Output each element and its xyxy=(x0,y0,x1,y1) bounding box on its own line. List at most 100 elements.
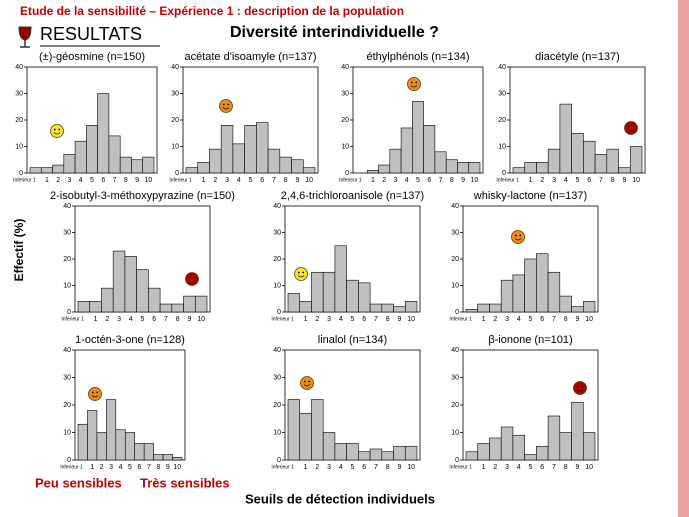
x-tick-label: 2 xyxy=(100,464,104,471)
smiley-eye xyxy=(188,276,191,279)
x-tick-label: 3 xyxy=(327,464,331,471)
bar xyxy=(512,274,525,313)
bar xyxy=(489,437,502,461)
bar xyxy=(434,151,447,174)
chart: 1-octén-3-one (n=128) 0 10 20 30 40 Inferieur … xyxy=(60,334,186,471)
bar xyxy=(500,426,514,461)
x-tick-label: 3 xyxy=(505,316,509,323)
x-tick-label: 9 xyxy=(397,464,401,471)
y-tick-label: 10 xyxy=(171,143,179,150)
bar xyxy=(559,295,572,313)
smiley-mouth xyxy=(53,132,61,135)
bar xyxy=(74,140,87,174)
chart: (±)-géosmine (n=150) 0 10 20 30 40 Inferieur 1… xyxy=(13,51,158,184)
x-tick-label: 1 xyxy=(482,464,486,471)
bar xyxy=(400,127,413,174)
y-tick-label: 20 xyxy=(63,256,71,263)
x-tick-label: 9 xyxy=(461,177,465,184)
x-tick-label: 10 xyxy=(197,316,205,323)
x-tick-label: 10 xyxy=(470,177,478,184)
x-tick-label: 8 xyxy=(450,177,454,184)
x-tick-label: 5 xyxy=(529,464,533,471)
y-tick-label: 30 xyxy=(273,374,281,381)
bar xyxy=(524,454,537,461)
bar xyxy=(381,303,394,313)
y-tick-label: 40 xyxy=(63,347,71,354)
bar xyxy=(512,434,525,461)
x-tick-label: 3 xyxy=(505,464,509,471)
x-tick-label: 4 xyxy=(79,177,83,184)
x-tick-label: 9 xyxy=(575,316,579,323)
y-axis-label: Effectif (%) xyxy=(12,219,26,282)
bar xyxy=(536,253,549,313)
bar xyxy=(393,306,406,313)
bar xyxy=(162,454,173,461)
bar xyxy=(171,303,184,313)
y-tick-label: 30 xyxy=(63,229,71,236)
x-tick-label: 6 xyxy=(540,464,544,471)
y-tick-label: 0 xyxy=(277,309,281,316)
y-tick-label: 20 xyxy=(273,402,281,409)
y-tick-label: 20 xyxy=(498,117,506,124)
x-tick-label: Inferieur 1 xyxy=(13,177,36,183)
x-tick-label: 1 xyxy=(304,316,308,323)
x-tick-label: 4 xyxy=(119,464,123,471)
bar xyxy=(559,103,572,174)
bar xyxy=(334,245,347,313)
smiley-mouth xyxy=(188,280,196,283)
bar xyxy=(115,429,126,461)
bar xyxy=(153,454,164,461)
smiley-mouth xyxy=(514,238,522,241)
bar xyxy=(112,250,126,313)
smiley-eye xyxy=(58,128,61,131)
x-tick-label: 8 xyxy=(284,177,288,184)
x-tick-label: 1 xyxy=(482,316,486,323)
bar xyxy=(512,167,526,174)
x-tick-label: 9 xyxy=(575,464,579,471)
x-tick-label: 4 xyxy=(517,316,521,323)
y-tick-label: 20 xyxy=(341,117,349,124)
x-tick-label: 4 xyxy=(339,316,343,323)
smiley-mouth xyxy=(91,395,99,398)
bar xyxy=(124,432,136,461)
smiley-eye xyxy=(96,391,99,394)
x-tick-label: Inferieur 1 xyxy=(271,316,294,322)
chart: whisky-lactone (n=137) 0 10 20 30 40 Inferieur… xyxy=(449,190,599,323)
x-tick-label: Inferieur 1 xyxy=(449,464,472,470)
bar xyxy=(77,301,91,313)
x-tick-label: 3 xyxy=(394,177,398,184)
x-tick-label: 4 xyxy=(129,316,133,323)
bar xyxy=(547,415,561,461)
x-tick-label: 9 xyxy=(295,177,299,184)
chart-title: acétate d'isoamyle (n=137) xyxy=(184,51,316,63)
x-tick-label: Inferieur 1 xyxy=(169,177,192,183)
bar xyxy=(299,412,312,461)
x-tick-label: 5 xyxy=(141,316,145,323)
x-tick-label: 7 xyxy=(147,464,151,471)
x-tick-label: 8 xyxy=(564,316,568,323)
y-tick-label: 20 xyxy=(171,117,179,124)
chart-title: linalol (n=134) xyxy=(318,334,387,346)
chart-title: 1-octén-3-one (n=128) xyxy=(75,334,185,346)
smiley xyxy=(511,230,525,244)
bar xyxy=(571,401,584,461)
bar xyxy=(131,159,144,174)
x-tick-label: 4 xyxy=(237,177,241,184)
bar xyxy=(232,143,245,174)
bar xyxy=(366,170,379,174)
smiley-mouth xyxy=(576,389,584,392)
x-tick-label: Inferieur 1 xyxy=(449,316,472,322)
smiley-eye xyxy=(415,81,418,84)
x-tick-label: 2 xyxy=(213,177,217,184)
x-tick-label: 10 xyxy=(585,316,593,323)
smiley xyxy=(219,99,233,113)
y-tick-label: 0 xyxy=(277,457,281,464)
x-tick-label: 1 xyxy=(45,177,49,184)
x-tick-label: Inferieur 1 xyxy=(271,464,294,470)
x-tick-label: 8 xyxy=(386,316,390,323)
y-tick-label: 40 xyxy=(451,347,459,354)
y-tick-label: 30 xyxy=(341,90,349,97)
bar xyxy=(159,303,173,313)
